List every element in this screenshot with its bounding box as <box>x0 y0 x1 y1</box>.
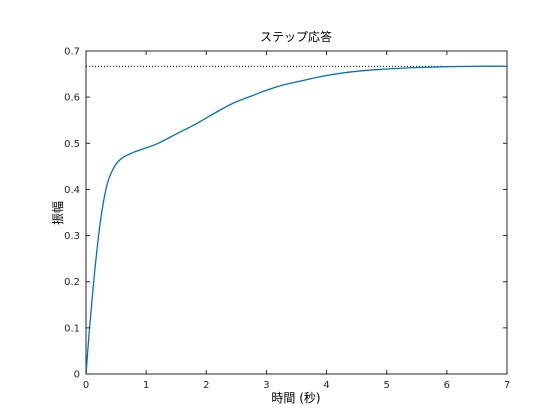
y-axis-ticks: 0 0.1 0.2 0.3 0.4 0.5 0.6 0.7 <box>64 47 507 381</box>
step-response-line <box>85 65 508 375</box>
chart-title: ステップ応答 <box>260 29 332 44</box>
y-tick-label: 0.6 <box>64 93 80 104</box>
y-axis-label: 振幅 <box>50 201 65 225</box>
plot-area: 0 1 2 3 4 5 6 7 0 0.1 0.2 0.3 0.4 0.5 0.6 0.7 <box>64 47 510 392</box>
y-tick-label: 0.1 <box>64 323 80 334</box>
x-tick-label: 0 <box>83 380 89 391</box>
y-tick-label: 0.2 <box>64 277 80 288</box>
y-tick-label: 0.5 <box>64 139 80 150</box>
x-axis-label: 時間 (秒) <box>271 391 320 405</box>
x-tick-label: 1 <box>143 380 149 391</box>
x-tick-label: 4 <box>323 380 329 391</box>
x-tick-label: 5 <box>384 380 390 391</box>
x-tick-label: 6 <box>444 380 450 391</box>
axes-box <box>85 50 508 375</box>
y-tick-label: 0.4 <box>64 185 80 196</box>
y-tick-label: 0 <box>74 370 80 381</box>
x-tick-label: 3 <box>263 380 269 391</box>
y-tick-label: 0.7 <box>64 47 80 58</box>
x-tick-label: 2 <box>203 380 209 391</box>
series-layer <box>85 65 508 375</box>
x-axis-ticks: 0 1 2 3 4 5 6 7 <box>83 51 510 391</box>
x-tick-label: 7 <box>504 380 510 391</box>
y-tick-label: 0.3 <box>64 231 80 242</box>
